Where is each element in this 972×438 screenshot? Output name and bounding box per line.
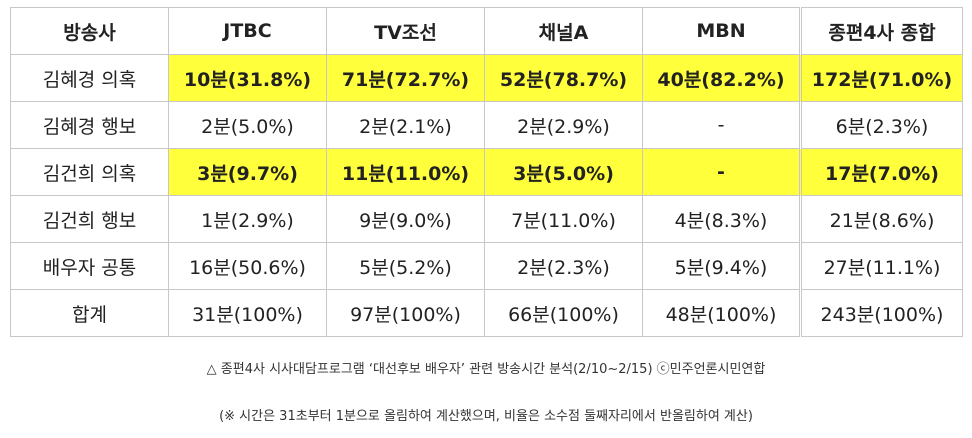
header-mbn: MBN <box>642 7 801 55</box>
table-cell: - <box>642 148 801 196</box>
table-cell: 52분(78.7%) <box>484 54 643 102</box>
table-cell: 17분(7.0%) <box>799 148 963 196</box>
table-cell: 48분(100%) <box>642 289 801 337</box>
table-row: 김혜경 의혹 10분(31.8%) 71분(72.7%) 52분(78.7%) … <box>10 54 963 102</box>
table-cell: 40분(82.2%) <box>642 54 801 102</box>
table-cell: 3분(9.7%) <box>168 148 327 196</box>
table-cell: 243분(100%) <box>799 289 963 337</box>
table-cell: 3분(5.0%) <box>484 148 643 196</box>
table-header-row: 방송사 JTBC TV조선 채널A MBN 종편4사 종합 <box>10 7 963 55</box>
header-jtbc: JTBC <box>168 7 327 55</box>
table-cell: 11분(11.0%) <box>326 148 485 196</box>
table-cell: 2분(2.9%) <box>484 101 643 149</box>
row-label: 김건희 의혹 <box>10 148 169 196</box>
table-cell: 6분(2.3%) <box>799 101 963 149</box>
table-row: 김건희 행보 1분(2.9%) 9분(9.0%) 7분(11.0%) 4분(8.… <box>10 195 963 243</box>
table-cell: 9분(9.0%) <box>326 195 485 243</box>
table-cell: 10분(31.8%) <box>168 54 327 102</box>
row-label: 배우자 공통 <box>10 242 169 290</box>
table-cell: 21분(8.6%) <box>799 195 963 243</box>
table-cell: 2분(2.1%) <box>326 101 485 149</box>
table-cell: 2분(2.3%) <box>484 242 643 290</box>
header-tvchosun: TV조선 <box>326 7 485 55</box>
row-label: 합계 <box>10 289 169 337</box>
table-row: 김건희 의혹 3분(9.7%) 11분(11.0%) 3분(5.0%) - 17… <box>10 148 963 196</box>
table-cell: 66분(100%) <box>484 289 643 337</box>
row-label: 김혜경 행보 <box>10 101 169 149</box>
table-cell: 7분(11.0%) <box>484 195 643 243</box>
table-cell: 71분(72.7%) <box>326 54 485 102</box>
table-cell: 1분(2.9%) <box>168 195 327 243</box>
table-cell: 27분(11.1%) <box>799 242 963 290</box>
header-broadcaster: 방송사 <box>10 7 169 55</box>
table-cell: 97분(100%) <box>326 289 485 337</box>
table-cell: 2분(5.0%) <box>168 101 327 149</box>
table-cell: 5분(9.4%) <box>642 242 801 290</box>
table-cell: 172분(71.0%) <box>799 54 963 102</box>
table-cell: 5분(5.2%) <box>326 242 485 290</box>
header-channela: 채널A <box>484 7 643 55</box>
broadcast-time-table: 방송사 JTBC TV조선 채널A MBN 종편4사 종합 김혜경 의혹 10분… <box>10 7 963 337</box>
table-cell: 4분(8.3%) <box>642 195 801 243</box>
table-caption: △ 종편4사 시사대담프로그램 ‘대선후보 배우자’ 관련 방송시간 분석(2/… <box>206 362 766 377</box>
table-row: 김혜경 행보 2분(5.0%) 2분(2.1%) 2분(2.9%) - 6분(2… <box>10 101 963 149</box>
table-note: (※ 시간은 31초부터 1분으로 올림하여 계산했으며, 비율은 소수점 둘째… <box>219 409 753 424</box>
row-label: 김혜경 의혹 <box>10 54 169 102</box>
header-total: 종편4사 종합 <box>799 7 963 55</box>
table-row-total: 합계 31분(100%) 97분(100%) 66분(100%) 48분(100… <box>10 289 963 337</box>
table-cell: - <box>642 101 801 149</box>
table-cell: 31분(100%) <box>168 289 327 337</box>
table-cell: 16분(50.6%) <box>168 242 327 290</box>
table-row: 배우자 공통 16분(50.6%) 5분(5.2%) 2분(2.3%) 5분(9… <box>10 242 963 290</box>
row-label: 김건희 행보 <box>10 195 169 243</box>
